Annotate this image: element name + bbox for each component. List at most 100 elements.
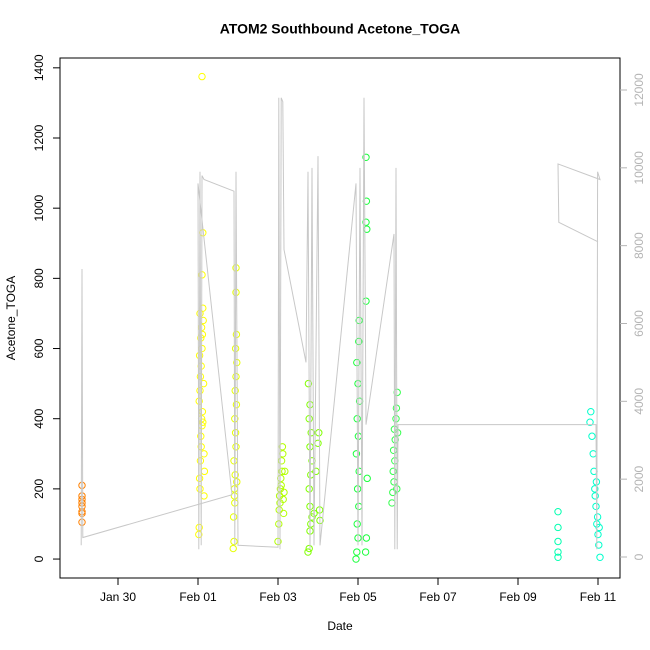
data-point (554, 507, 562, 516)
y2-tick-label: 4000 (632, 388, 646, 415)
data-point (198, 72, 206, 81)
data-point (78, 502, 86, 511)
x-tick-label: Jan 30 (100, 590, 136, 604)
plot-frame (59, 57, 621, 579)
data-point (275, 506, 283, 514)
y-tick-label: 1000 (32, 195, 46, 222)
y-axis-label: Acetone_TOGA (4, 276, 18, 361)
data-point (232, 400, 241, 409)
data-point (392, 415, 400, 423)
data-point (277, 474, 285, 483)
data-point (596, 553, 604, 561)
y2-tick-label: 8000 (632, 232, 646, 259)
altitude-line (80, 97, 601, 550)
data-point (78, 518, 86, 526)
data-point (196, 457, 205, 465)
data-point (389, 467, 397, 476)
data-point (196, 386, 204, 395)
data-point (230, 537, 238, 546)
data-point (315, 429, 323, 437)
data-point (305, 544, 313, 553)
x-tick-label: Feb 09 (499, 590, 537, 604)
data-point (591, 492, 599, 500)
x-tick-label: Feb 01 (179, 590, 217, 604)
data-point (278, 443, 287, 451)
data-point (592, 502, 600, 511)
y-tick-label: 200 (32, 479, 46, 499)
data-point (591, 485, 599, 493)
data-point (232, 443, 240, 451)
y-tick-label: 400 (32, 408, 46, 428)
data-point (353, 548, 361, 556)
y2-tick-label: 2000 (632, 465, 646, 492)
data-point (198, 407, 207, 416)
data-point (78, 492, 86, 500)
y-tick-label: 0 (32, 555, 46, 562)
data-point (353, 520, 361, 528)
y2-tick-label: 12000 (632, 73, 646, 107)
data-point (229, 544, 237, 553)
data-point (586, 418, 594, 426)
data-point (352, 450, 361, 458)
y2-tick-label: 6000 (632, 310, 646, 337)
data-point (304, 548, 312, 556)
data-point (595, 541, 603, 549)
y-tick-label: 600 (32, 338, 46, 358)
data-point (281, 467, 289, 476)
data-point (306, 443, 314, 451)
data-point (361, 548, 370, 556)
data-point (308, 513, 316, 521)
x-tick-label: Feb 07 (419, 590, 457, 604)
y-tick-label: 800 (32, 268, 46, 288)
data-point (554, 553, 562, 561)
x-tick-label: Feb 11 (580, 590, 617, 604)
y-tick-label: 1400 (32, 54, 46, 81)
data-point (232, 372, 240, 381)
data-point (554, 523, 562, 532)
data-point (588, 432, 596, 440)
data-point (355, 502, 363, 511)
data-point (230, 457, 238, 465)
data-point (362, 297, 370, 305)
data-point (363, 474, 371, 483)
data-point (78, 481, 86, 490)
data-point (554, 548, 562, 556)
x-tick-label: Feb 03 (259, 590, 297, 604)
data-point (229, 513, 238, 521)
data-point (554, 537, 562, 546)
data-point (307, 520, 315, 528)
data-point (200, 467, 209, 476)
data-point (390, 478, 398, 486)
x-tick-label: Feb 05 (339, 590, 377, 604)
data-point (195, 474, 204, 483)
data-point (306, 400, 314, 409)
data-point (589, 450, 597, 458)
data-point (595, 523, 603, 532)
data-point (279, 509, 288, 518)
data-point (389, 446, 398, 454)
chart-title: ATOM2 Southbound Acetone_TOGA (220, 21, 461, 37)
data-point (314, 439, 322, 447)
data-point (78, 507, 86, 516)
data-point (362, 218, 370, 226)
data-point (354, 379, 362, 388)
data-point (78, 495, 86, 504)
data-point (280, 488, 288, 497)
data-point (233, 478, 241, 486)
data-point (307, 429, 315, 437)
data-point (278, 467, 286, 476)
y-tick-label: 1200 (32, 124, 46, 151)
y2-tick-label: 10000 (632, 151, 646, 185)
data-point (275, 520, 283, 528)
data-point (362, 534, 371, 542)
data-point (78, 499, 86, 507)
x-axis-label: Date (327, 619, 353, 633)
data-point (587, 407, 595, 416)
y2-tick-label: 0 (632, 553, 646, 560)
data-point (352, 555, 360, 563)
data-point (594, 530, 602, 539)
data-point (196, 485, 204, 493)
data-point (593, 513, 602, 521)
